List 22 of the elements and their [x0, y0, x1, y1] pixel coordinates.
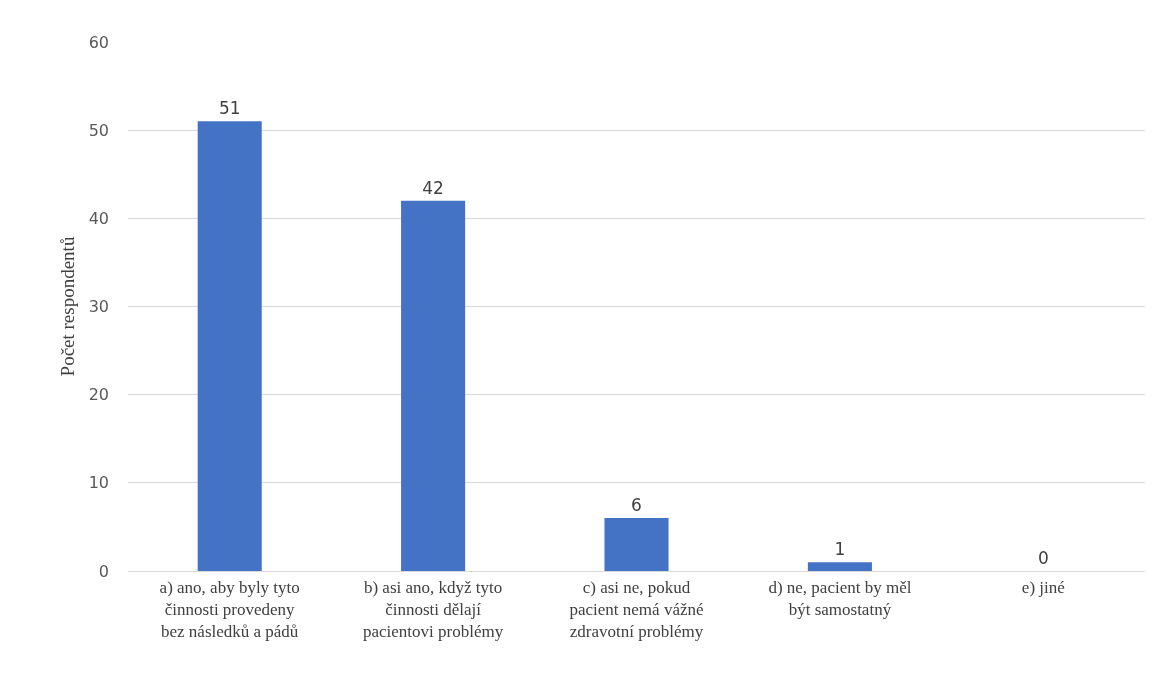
y-tick-label: 10 — [88, 473, 109, 493]
y-tick-label: 20 — [88, 385, 109, 405]
data-label: 6 — [631, 495, 642, 516]
y-tick-label: 50 — [88, 120, 109, 140]
x-tick-label: b) asi ano, když tyto činnosti dělají pacientovi problémy — [362, 577, 504, 641]
data-label: 0 — [1037, 548, 1049, 568]
y-tick-label: 30 — [88, 297, 109, 317]
bar — [401, 200, 466, 571]
y-tick-label: 40 — [88, 208, 109, 228]
bar — [197, 121, 262, 571]
data-label: 42 — [422, 177, 444, 198]
x-tick-label: a) ano, aby byly tyto činnosti provedeny bez následků a pádů — [159, 577, 300, 641]
y-axis-title: Počet respondentů — [57, 236, 79, 377]
x-tick-label: c) asi ne, pokud pacient nemá vážné zdravotní problémy — [569, 577, 704, 641]
bar — [604, 518, 669, 571]
x-tick-label: d) ne, pacient by měl být samostatný — [768, 577, 912, 619]
data-label: 1 — [834, 539, 846, 560]
x-tick-label: e) jiné — [1021, 577, 1065, 597]
y-tick-label: 60 — [88, 32, 109, 52]
data-label: 51 — [218, 98, 241, 119]
y-tick-label: 0 — [98, 561, 109, 581]
bar — [807, 562, 872, 571]
